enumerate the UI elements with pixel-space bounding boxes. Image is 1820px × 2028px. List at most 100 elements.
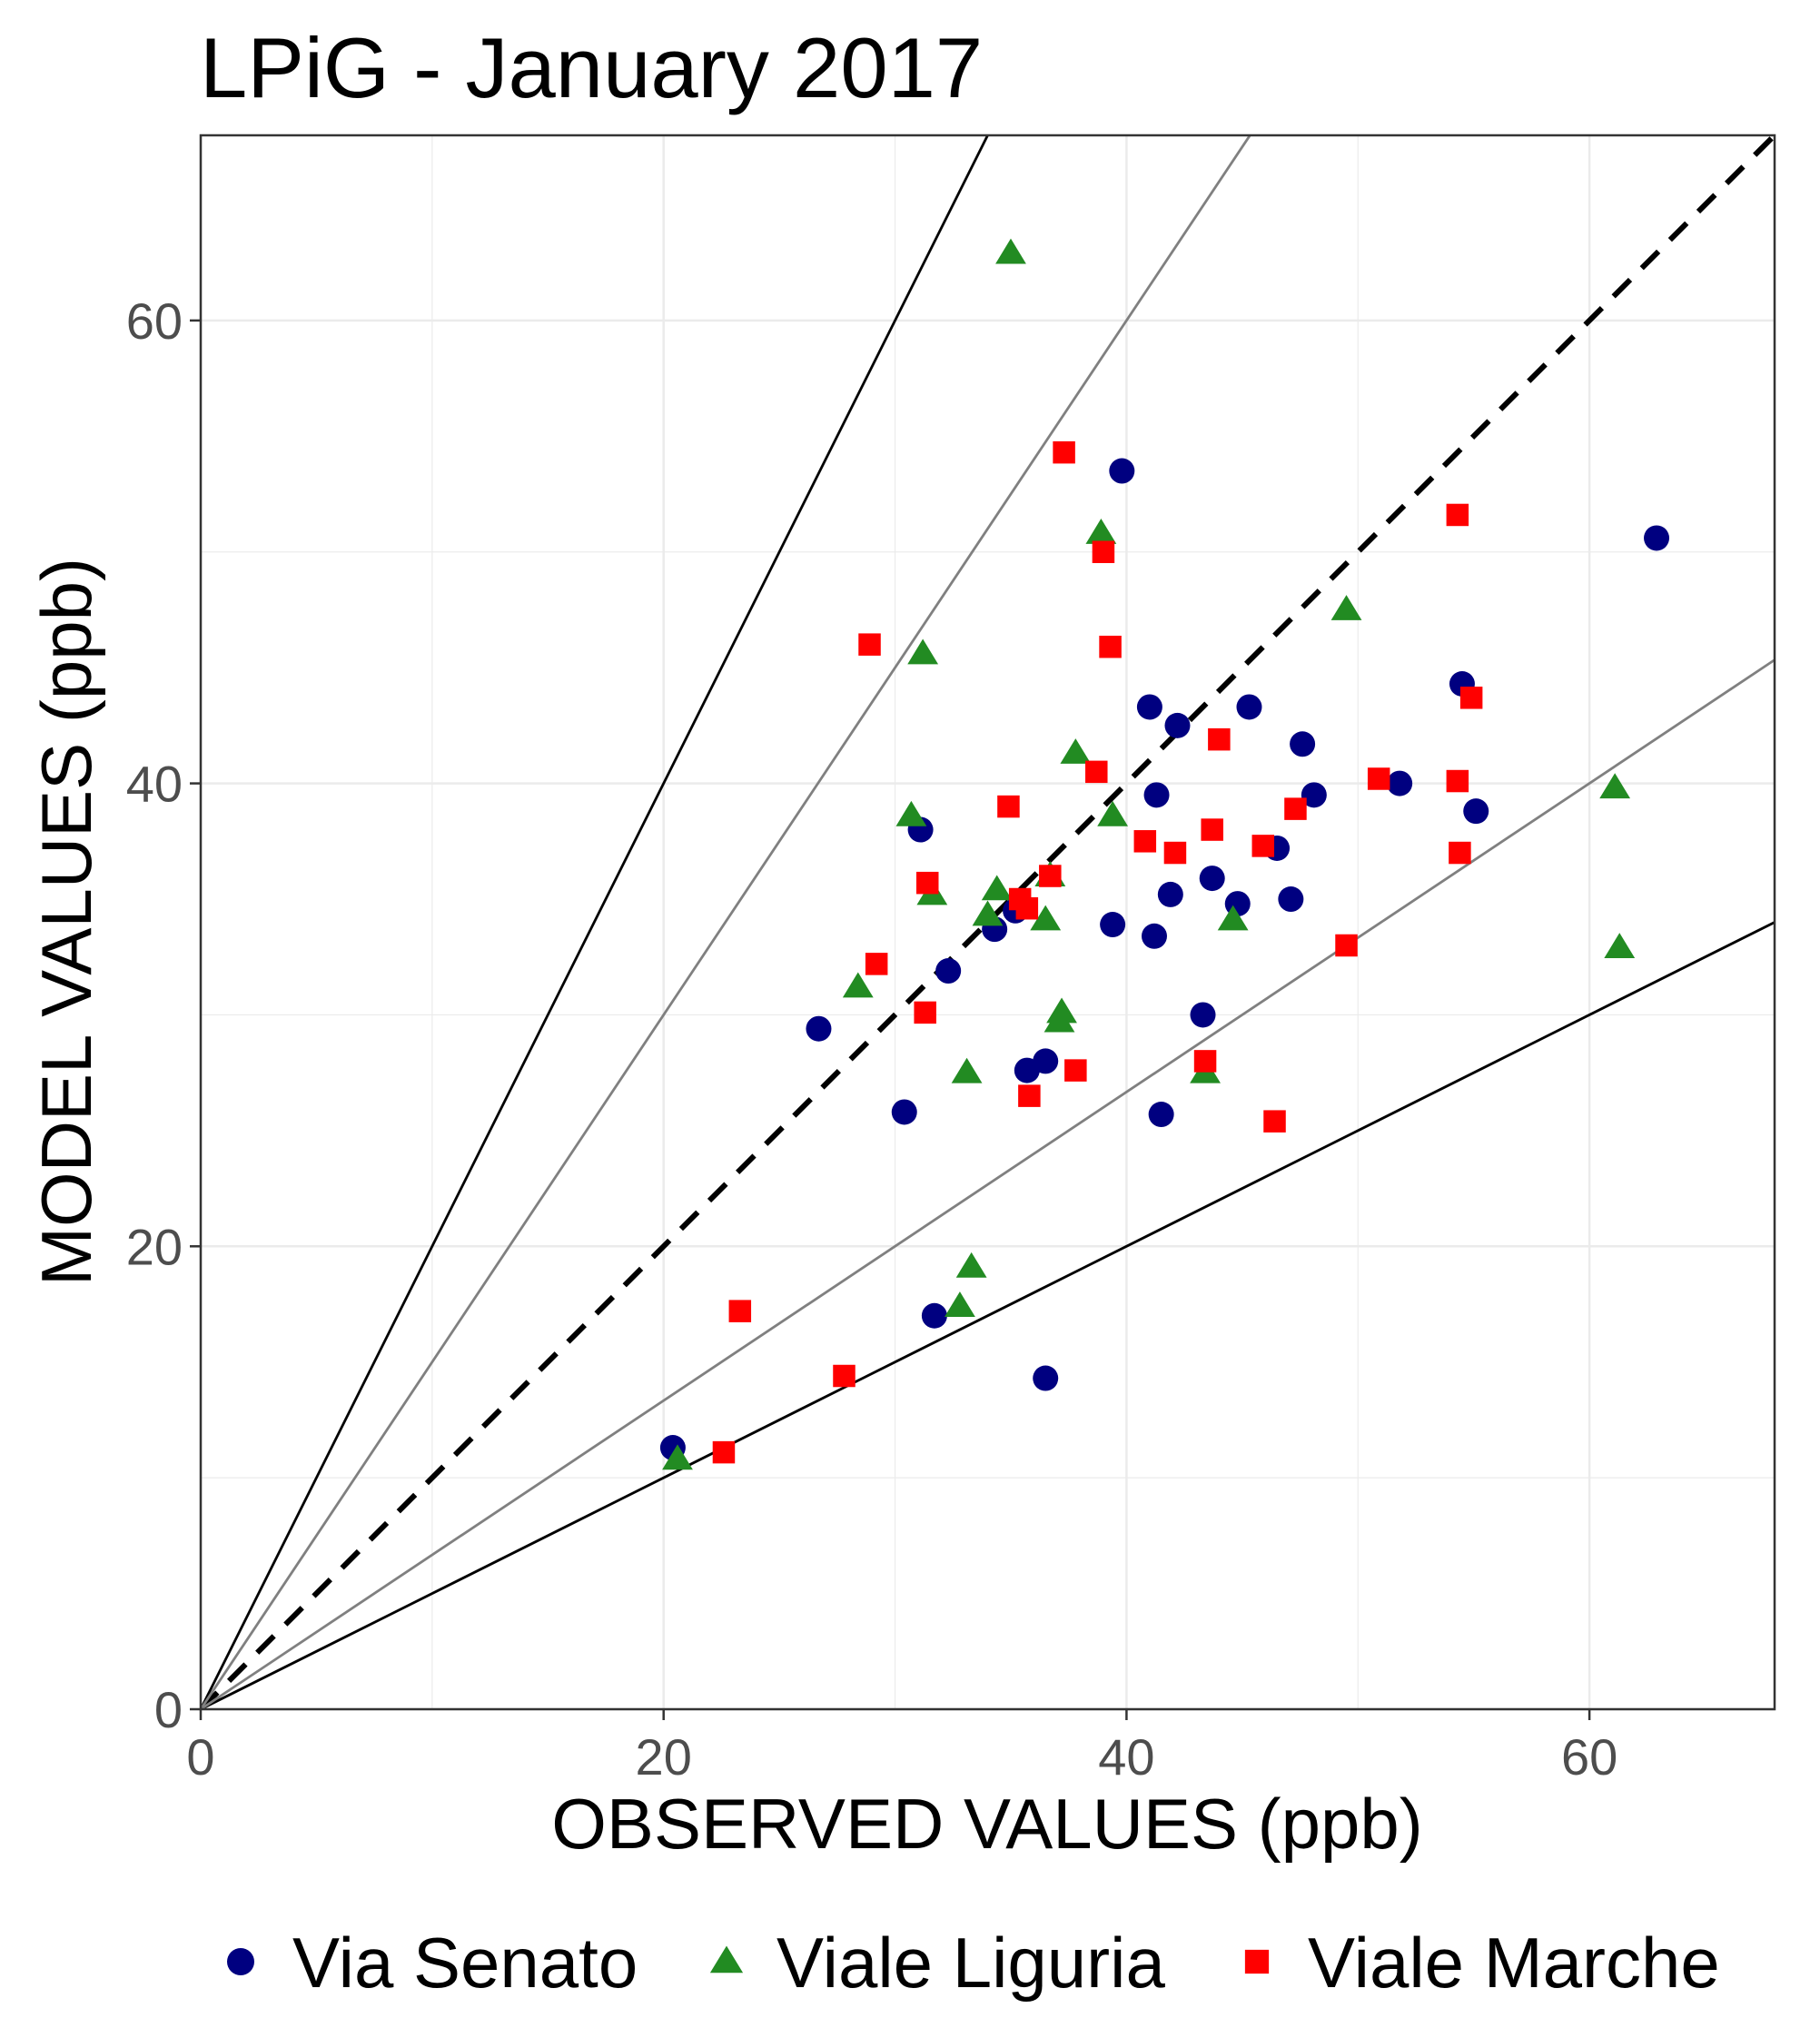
data-point: [865, 953, 888, 975]
data-point: [951, 1057, 983, 1083]
data-point: [1085, 760, 1108, 784]
legend-key-triangle: [709, 1945, 744, 1974]
data-point: [972, 900, 1004, 926]
data-point: [1060, 738, 1092, 764]
data-point: [1217, 905, 1249, 931]
data-point: [1449, 841, 1471, 865]
data-points: [659, 238, 1670, 1470]
y-tick-label: 60: [126, 292, 183, 350]
data-point: [945, 1291, 975, 1318]
data-point: [935, 958, 962, 984]
data-point: [921, 1302, 947, 1329]
plot-border: [199, 134, 1776, 1711]
series-viale-marche: [712, 440, 1483, 1464]
data-point: [1064, 1059, 1087, 1082]
legend-label: Viale Marche: [1308, 1923, 1720, 2003]
data-point: [1141, 923, 1167, 949]
y-tick-label: 40: [126, 756, 183, 813]
data-point: [1463, 798, 1489, 825]
data-point: [1599, 773, 1631, 799]
data-point: [806, 1015, 832, 1042]
data-point: [1208, 727, 1231, 751]
data-point: [858, 633, 881, 656]
data-point: [895, 800, 927, 826]
data-point: [1335, 934, 1358, 957]
data-point: [1163, 841, 1187, 865]
data-point: [833, 1364, 856, 1388]
data-point: [1053, 440, 1075, 464]
data-point: [1033, 1048, 1059, 1074]
data-point: [842, 972, 874, 998]
y-tick-label: 20: [126, 1218, 183, 1275]
data-point: [1033, 1365, 1059, 1391]
data-point: [1284, 797, 1307, 820]
data-point: [915, 871, 939, 895]
x-axis-title: OBSERVED VALUES (ppb): [551, 1784, 1423, 1864]
x-tick-label: 20: [636, 1728, 692, 1786]
legend-key-circle: [227, 1948, 254, 1975]
data-point: [662, 1444, 693, 1470]
data-point: [1018, 1084, 1041, 1107]
data-point: [1330, 595, 1362, 620]
data-point: [1190, 1002, 1216, 1028]
data-point: [997, 795, 1020, 818]
data-point: [1459, 687, 1483, 709]
legend-key-square: [1244, 1949, 1270, 1974]
data-point: [1015, 896, 1039, 920]
data-point: [914, 1001, 936, 1024]
data-point: [1164, 712, 1191, 738]
data-point: [1301, 782, 1327, 808]
y-tick-label: 0: [154, 1681, 183, 1738]
reference-line-factor-1-5-upper: [201, 135, 1251, 1709]
data-point: [1644, 525, 1670, 551]
data-point: [1446, 503, 1469, 527]
data-point: [1387, 770, 1413, 796]
data-point: [1097, 800, 1129, 826]
x-axis-ticks: 0 20 40 60: [186, 1709, 1617, 1786]
data-point: [907, 638, 939, 665]
data-point: [1133, 830, 1157, 853]
reference-line-factor-1-5-lower: [201, 658, 1775, 1709]
legend-label: Via Senato: [292, 1923, 638, 2003]
legend: Via Senato Viale Liguria Viale Marche: [227, 1923, 1720, 2003]
data-point: [728, 1300, 752, 1322]
reference-line-factor-2-upper: [201, 135, 989, 1709]
data-point: [1201, 818, 1223, 841]
data-point: [1148, 1102, 1174, 1128]
x-tick-label: 0: [186, 1728, 214, 1786]
y-axis-ticks: 0 20 40 60: [126, 292, 201, 1738]
data-point: [1251, 835, 1275, 857]
data-point: [1446, 769, 1469, 793]
data-point: [955, 1251, 987, 1278]
x-tick-label: 60: [1561, 1728, 1617, 1786]
data-point: [1039, 865, 1062, 887]
legend-label: Viale Liguria: [776, 1923, 1165, 2003]
data-point: [1092, 540, 1115, 563]
data-point: [1263, 1110, 1286, 1133]
data-point: [1046, 997, 1077, 1024]
data-point: [1099, 635, 1122, 658]
reference-line-1-1: [201, 135, 1775, 1709]
data-point: [891, 1099, 917, 1125]
data-point: [1199, 866, 1225, 892]
data-point: [1109, 458, 1135, 484]
series-via-senato: [659, 458, 1670, 1461]
data-point: [1236, 694, 1262, 720]
grid: [199, 135, 1775, 1711]
data-point: [995, 238, 1026, 264]
data-point: [1085, 518, 1117, 544]
data-point: [712, 1440, 736, 1464]
data-point: [1278, 886, 1304, 913]
chart-title: LPiG - January 2017: [200, 20, 983, 115]
reference-line-factor-2-lower: [201, 921, 1775, 1709]
data-point: [1290, 731, 1316, 757]
data-point: [981, 875, 1013, 901]
data-point: [1604, 933, 1636, 958]
data-point: [1100, 912, 1126, 938]
data-point: [1143, 782, 1170, 808]
data-point: [1193, 1050, 1217, 1073]
data-point: [1136, 694, 1162, 720]
x-tick-label: 40: [1098, 1728, 1154, 1786]
